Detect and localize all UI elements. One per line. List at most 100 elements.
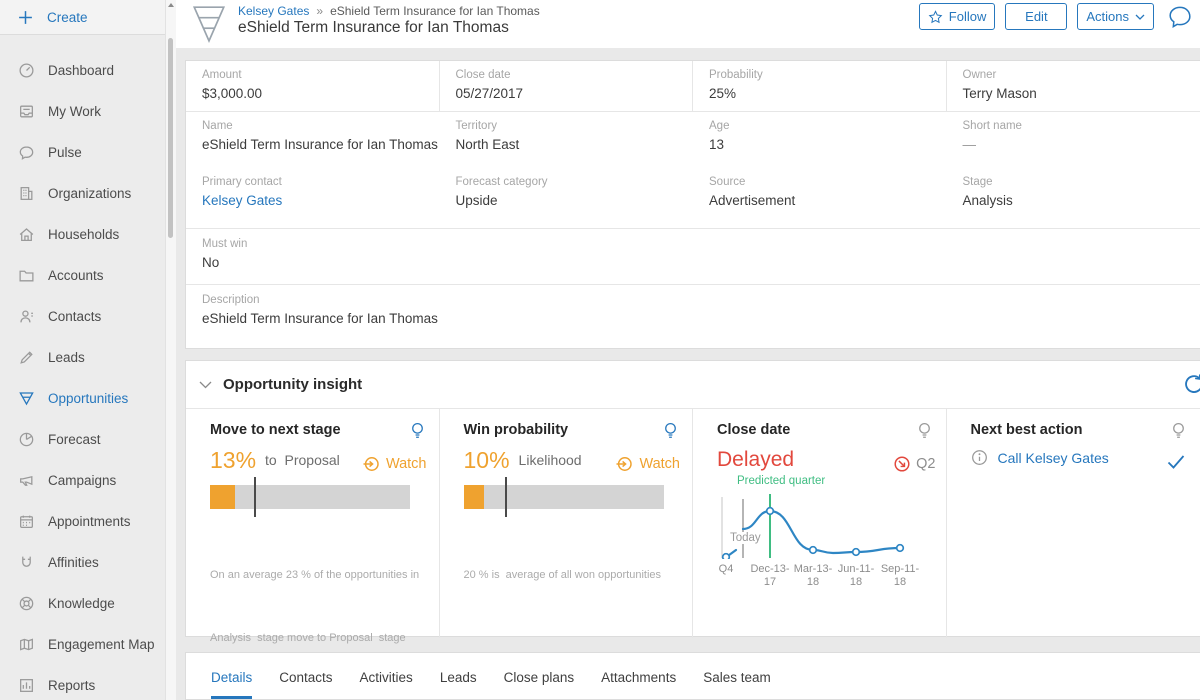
- tab-attachments[interactable]: Attachments: [601, 670, 677, 685]
- sidebar-item-opportunities[interactable]: Opportunities: [0, 378, 176, 419]
- sidebar-item-label: Dashboard: [48, 63, 115, 78]
- create-button[interactable]: Create: [0, 0, 176, 35]
- funnel-icon: [17, 390, 35, 408]
- stage-suffix: to Proposal: [265, 452, 340, 468]
- actions-label: Actions: [1086, 9, 1129, 24]
- megaphone-icon: [17, 472, 35, 490]
- pie-icon: [17, 431, 35, 449]
- field-label: Name: [202, 120, 233, 132]
- chart-tick-label: Mar-13- 18: [793, 563, 833, 588]
- scroll-up-arrow-icon[interactable]: [168, 3, 174, 7]
- chat-bubble-icon[interactable]: [1168, 5, 1192, 29]
- tab-sales-team[interactable]: Sales team: [703, 670, 771, 685]
- record-tabs-panel: Details Contacts Activities Leads Close plan…: [185, 652, 1200, 700]
- field-label: Stage: [962, 176, 993, 188]
- top-header: Kelsey Gates » eShield Term Insurance fo…: [176, 0, 1200, 48]
- card-title: Win probability: [463, 422, 569, 438]
- lifebuoy-icon: [17, 595, 35, 613]
- insight-card-win-probability: Win probability 10% Likelihood Watch 20 …: [440, 409, 693, 638]
- sidebar-item-forecast[interactable]: Forecast: [0, 419, 176, 460]
- tab-details[interactable]: Details: [211, 670, 253, 699]
- field-territory: Territory North East: [440, 112, 694, 168]
- sidebar-item-leads[interactable]: Leads: [0, 337, 176, 378]
- field-value: North East: [455, 137, 520, 152]
- info-icon: [971, 450, 987, 465]
- refresh-icon[interactable]: [1183, 373, 1200, 395]
- progress-fill: [463, 485, 484, 509]
- breadcrumb: Kelsey Gates » eShield Term Insurance fo…: [238, 4, 540, 18]
- stage-progress-bar: [210, 477, 410, 517]
- sidebar-item-pulse[interactable]: Pulse: [0, 132, 176, 173]
- sidebar-nav: Dashboard My Work Pulse Organizations Househ…: [0, 35, 176, 700]
- sidebar-item-reports[interactable]: Reports: [0, 665, 176, 700]
- pencil-icon: [17, 349, 35, 367]
- watch-button[interactable]: Watch: [363, 456, 427, 472]
- calendar-icon: [17, 513, 35, 531]
- close-date-status: Delayed: [717, 448, 795, 471]
- collapse-chevron-icon[interactable]: [199, 381, 212, 389]
- field-label: Owner: [962, 69, 997, 81]
- sidebar-item-label: Knowledge: [48, 596, 115, 611]
- sidebar-item-engagement-map[interactable]: Engagement Map: [0, 624, 176, 665]
- tab-leads[interactable]: Leads: [439, 670, 477, 685]
- field-stage: Stage Analysis: [947, 168, 1200, 228]
- chart-x-axis-labels: Q4 Dec-13- 17 Mar-13- 18 Jun-11- 18 Sep-11- 18: [708, 563, 920, 593]
- sidebar-item-knowledge[interactable]: Knowledge: [0, 583, 176, 624]
- watch-button[interactable]: Watch: [616, 456, 680, 472]
- field-label: Primary contact: [202, 176, 282, 188]
- page-title: eShield Term Insurance for Ian Thomas: [238, 19, 509, 36]
- close-date-chart: Predicted quarter Today Q4 Dec-13- 17 Mar-1…: [708, 475, 920, 593]
- field-value: 25%: [709, 86, 737, 101]
- sidebar-item-dashboard[interactable]: Dashboard: [0, 50, 176, 91]
- field-value[interactable]: Kelsey Gates: [202, 193, 283, 208]
- bulb-icon: [1171, 422, 1186, 440]
- bulb-icon: [410, 422, 425, 440]
- field-label: Short name: [962, 120, 1022, 132]
- scrollbar-thumb[interactable]: [168, 38, 173, 238]
- plus-icon: [17, 9, 34, 26]
- win-note: 20 % is average of all won opportunities: [463, 569, 662, 581]
- dashboard-icon: [17, 62, 35, 80]
- bulb-icon: [917, 422, 932, 440]
- insight-card-next-best-action: Next best action Call Kelsey Gates: [947, 409, 1200, 638]
- sidebar-scrollbar[interactable]: [165, 0, 176, 700]
- card-title: Move to next stage: [210, 422, 341, 438]
- field-value: —: [962, 137, 977, 152]
- field-value: Analysis: [962, 193, 1013, 208]
- chart-tick-label: Dec-13- 17: [750, 563, 790, 588]
- sidebar-item-appointments[interactable]: Appointments: [0, 501, 176, 542]
- sidebar-item-contacts[interactable]: Contacts: [0, 296, 176, 337]
- field-value: Upside: [455, 193, 498, 208]
- complete-check-icon[interactable]: [1166, 453, 1186, 470]
- tab-activities[interactable]: Activities: [359, 670, 413, 685]
- bar-chart-icon: [17, 677, 35, 695]
- field-label: Forecast category: [455, 176, 548, 188]
- sidebar-item-campaigns[interactable]: Campaigns: [0, 460, 176, 501]
- field-label: Must win: [202, 238, 248, 250]
- stage-percent: 13%: [210, 446, 257, 473]
- field-label: Amount: [202, 69, 242, 81]
- chart-tick-label: Sep-11- 18: [880, 563, 920, 588]
- edit-label: Edit: [1025, 9, 1048, 24]
- sidebar-item-my-work[interactable]: My Work: [0, 91, 176, 132]
- sidebar-item-accounts[interactable]: Accounts: [0, 255, 176, 296]
- breadcrumb-link[interactable]: Kelsey Gates: [238, 4, 310, 18]
- tab-contacts[interactable]: Contacts: [279, 670, 333, 685]
- sidebar-item-label: Forecast: [48, 432, 101, 447]
- map-icon: [17, 636, 35, 654]
- delayed-icon: [894, 456, 910, 472]
- folder-icon: [17, 267, 35, 285]
- sidebar-item-organizations[interactable]: Organizations: [0, 173, 176, 214]
- bulb-icon: [663, 422, 678, 440]
- sidebar-item-affinities[interactable]: Affinities: [0, 542, 176, 583]
- next-action-link[interactable]: Call Kelsey Gates: [997, 449, 1109, 466]
- sidebar-item-label: Affinities: [48, 555, 99, 570]
- create-label: Create: [47, 9, 88, 25]
- actions-button[interactable]: Actions: [1077, 3, 1154, 30]
- sidebar-item-households[interactable]: Households: [0, 214, 176, 255]
- follow-button[interactable]: Follow: [918, 3, 996, 30]
- field-short-name: Short name —: [947, 112, 1200, 168]
- field-owner: Owner Terry Mason: [947, 61, 1200, 111]
- edit-button[interactable]: Edit: [1005, 3, 1068, 30]
- tab-close-plans[interactable]: Close plans: [503, 670, 575, 685]
